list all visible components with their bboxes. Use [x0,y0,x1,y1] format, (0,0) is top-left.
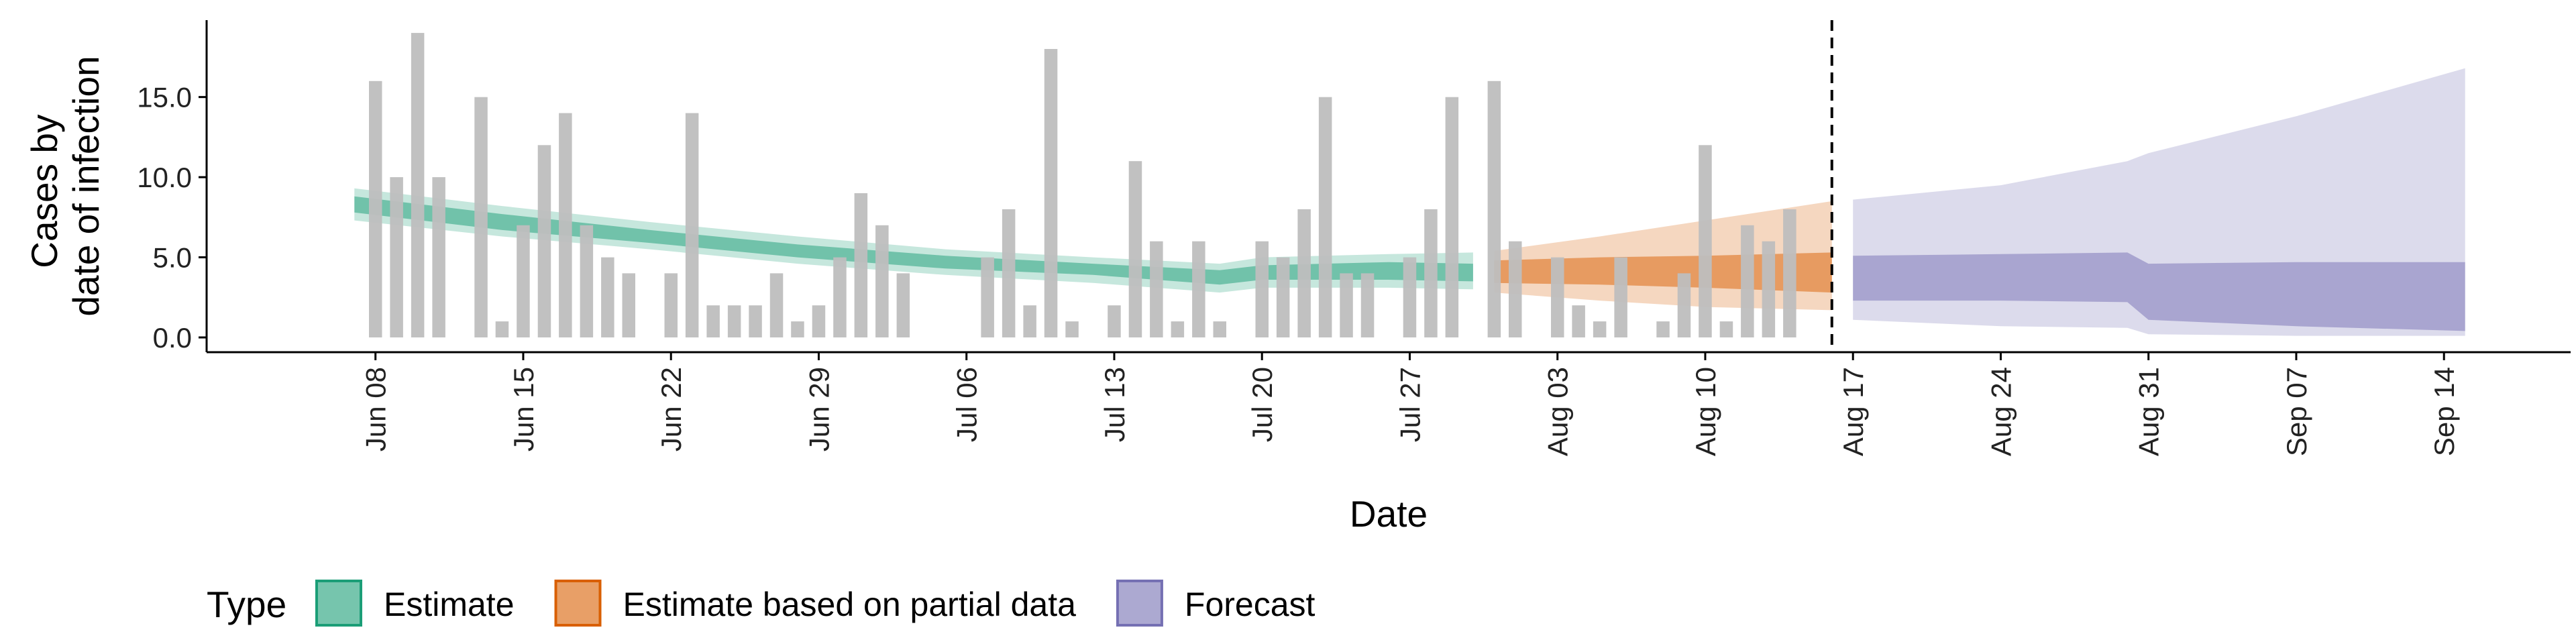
x-tick-label: Jul 06 [951,367,983,442]
bar [981,257,994,337]
bar [1614,257,1627,337]
bar [1044,49,1058,337]
bar [1424,209,1438,337]
bar [1699,145,1712,338]
bar [1783,209,1796,337]
x-tick-label: Sep 14 [2428,367,2460,456]
bar [749,305,762,337]
bar [1065,321,1079,337]
bar [1741,225,1754,337]
bar [1213,321,1226,337]
bar [1360,273,1375,337]
legend: Type Estimate Estimate based on partial d… [207,580,1316,627]
bar [1656,321,1670,337]
x-tick-label: Jun 08 [360,367,392,451]
bar [369,80,382,338]
bar [1340,273,1353,337]
x-tick-label: Aug 24 [1985,367,2017,456]
bar [854,193,868,337]
x-tick-label: Aug 03 [1542,367,1574,456]
x-tick-label: Aug 31 [2133,367,2165,456]
x-tick-label: Jul 20 [1246,367,1278,442]
bar [833,257,847,337]
bar [1551,257,1564,337]
bar [1192,241,1205,337]
x-tick-label: Jul 27 [1394,367,1426,442]
bar [537,145,551,338]
bar [1403,257,1417,337]
band-inner-2 [1853,252,2465,331]
x-tick-label: Jun 15 [508,367,539,451]
y-tick-label: 10.0 [137,162,192,193]
bar [727,305,741,337]
bar [390,177,403,337]
bar [559,113,572,337]
bar [812,305,826,337]
x-tick-label: Aug 10 [1690,367,1721,456]
bar [495,321,509,337]
y-ticks: 0.0 5.0 10.0 15.0 [137,82,207,354]
y-tick-label: 5.0 [153,242,192,274]
bar [580,225,594,337]
bar [1255,241,1269,337]
bar [1318,97,1332,337]
bar [875,225,889,337]
y-axis-title: Cases by date of infection [23,56,107,316]
y-axis-title-line-2: date of infection [65,56,107,316]
legend-label-0: Estimate [384,586,515,623]
bar [1677,273,1691,337]
bar [1593,321,1607,337]
bar [1297,209,1311,337]
bar [791,321,804,337]
legend-key-0 [315,580,362,627]
legend-title: Type [207,584,286,625]
legend-label-2: Forecast [1185,586,1316,623]
x-tick-label: Jul 13 [1099,367,1130,442]
bar [1509,241,1522,337]
legend-key-1 [554,580,602,627]
bar [601,257,614,337]
x-axis-title: Date [1350,493,1428,535]
bar [432,177,445,337]
bar [1276,257,1290,337]
bar [1719,321,1733,337]
legend-label-1: Estimate based on partial data [623,586,1077,623]
bar [1128,161,1142,337]
bar [896,273,910,337]
bar [664,273,678,337]
bar [769,273,784,337]
bar [517,225,530,337]
bar-layer [369,33,1796,338]
bar [1762,241,1776,337]
bar [411,33,425,337]
y-tick-label: 15.0 [137,82,192,113]
bar [706,305,720,337]
x-tick-label: Jun 29 [803,367,835,451]
bar [1002,209,1016,337]
y-axis-title-line-1: Cases by [23,114,65,268]
x-tick-label: Jun 22 [655,367,687,451]
axes [205,20,2571,354]
bar [1572,305,1585,337]
bar [622,273,635,337]
bar [685,113,699,337]
bar [1108,305,1121,337]
bar [1023,305,1036,337]
bar [474,97,488,337]
bar [1150,241,1163,337]
x-ticks: Jun 08 Jun 15 Jun 22 Jun 29 Jul 06 Jul 13 Jul … [360,352,2460,456]
x-tick-label: Aug 17 [1837,367,1869,456]
bar [1445,97,1459,337]
bar [1487,80,1501,338]
x-tick-label: Sep 07 [2281,367,2312,456]
bar [1171,321,1185,337]
legend-key-2 [1116,580,1163,627]
y-tick-label: 0.0 [153,322,192,354]
